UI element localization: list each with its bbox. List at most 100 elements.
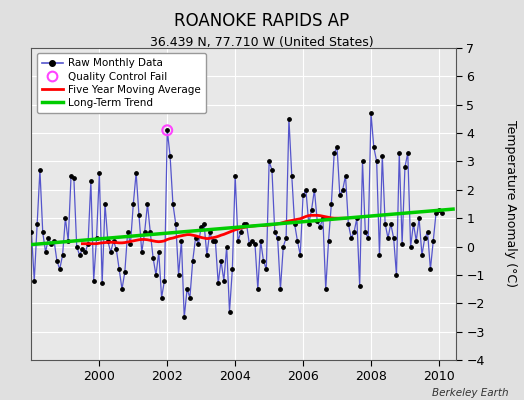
Point	[90, 277, 98, 284]
Point	[67, 172, 75, 179]
Point	[146, 229, 155, 236]
Point	[132, 170, 140, 176]
Point	[296, 252, 304, 258]
Point	[378, 152, 387, 159]
Point	[124, 229, 132, 236]
Point	[104, 238, 112, 244]
Point	[245, 240, 254, 247]
Point	[121, 269, 129, 275]
Point	[403, 150, 412, 156]
Point	[237, 229, 245, 236]
Point	[239, 221, 248, 227]
Point	[310, 187, 319, 193]
Point	[129, 201, 137, 207]
Point	[418, 252, 426, 258]
Point	[33, 221, 41, 227]
Point	[364, 235, 373, 241]
Point	[361, 229, 369, 236]
Point	[259, 258, 268, 264]
Point	[398, 240, 406, 247]
Point	[279, 243, 288, 250]
Point	[319, 215, 327, 221]
Y-axis label: Temperature Anomaly (°C): Temperature Anomaly (°C)	[504, 120, 517, 288]
Point	[375, 252, 384, 258]
Point	[423, 229, 432, 236]
Point	[401, 164, 409, 170]
Point	[112, 246, 121, 252]
Legend: Raw Monthly Data, Quality Control Fail, Five Year Moving Average, Long-Term Tren: Raw Monthly Data, Quality Control Fail, …	[37, 53, 206, 113]
Point	[39, 229, 47, 236]
Point	[81, 249, 90, 256]
Point	[387, 221, 395, 227]
Point	[429, 238, 438, 244]
Point	[426, 266, 434, 272]
Point	[171, 221, 180, 227]
Point	[341, 172, 350, 179]
Point	[395, 150, 403, 156]
Point	[185, 294, 194, 301]
Point	[30, 277, 38, 284]
Point	[135, 212, 143, 218]
Point	[72, 243, 81, 250]
Point	[64, 238, 72, 244]
Point	[373, 158, 381, 165]
Point	[409, 221, 418, 227]
Point	[415, 215, 423, 221]
Point	[70, 175, 78, 182]
Point	[205, 229, 214, 236]
Point	[438, 209, 446, 216]
Point	[353, 215, 361, 221]
Point	[324, 238, 333, 244]
Point	[95, 170, 104, 176]
Point	[197, 224, 205, 230]
Point	[407, 243, 415, 250]
Point	[200, 221, 208, 227]
Point	[180, 314, 189, 321]
Point	[177, 238, 185, 244]
Point	[290, 221, 299, 227]
Point	[143, 201, 151, 207]
Point	[163, 127, 171, 134]
Point	[214, 280, 222, 287]
Point	[183, 286, 191, 292]
Point	[47, 240, 56, 247]
Point	[288, 172, 296, 179]
Point	[242, 221, 250, 227]
Point	[248, 238, 256, 244]
Point	[327, 201, 335, 207]
Point	[50, 238, 58, 244]
Point	[53, 258, 61, 264]
Point	[339, 187, 347, 193]
Point	[347, 235, 355, 241]
Text: 36.439 N, 77.710 W (United States): 36.439 N, 77.710 W (United States)	[150, 36, 374, 49]
Point	[344, 221, 353, 227]
Point	[223, 243, 231, 250]
Point	[110, 238, 118, 244]
Point	[56, 266, 64, 272]
Point	[160, 277, 169, 284]
Point	[234, 238, 242, 244]
Point	[299, 192, 307, 199]
Point	[369, 144, 378, 150]
Point	[44, 235, 52, 241]
Point	[61, 215, 70, 221]
Point	[358, 158, 367, 165]
Point	[274, 235, 282, 241]
Point	[308, 206, 316, 213]
Point	[432, 209, 440, 216]
Point	[256, 238, 265, 244]
Point	[330, 150, 339, 156]
Point	[412, 238, 420, 244]
Point	[336, 192, 344, 199]
Point	[225, 308, 234, 315]
Point	[211, 238, 220, 244]
Point	[367, 110, 375, 116]
Point	[98, 280, 106, 287]
Point	[268, 167, 276, 173]
Point	[163, 127, 171, 134]
Point	[86, 178, 95, 184]
Point	[27, 229, 36, 236]
Point	[262, 266, 270, 272]
Point	[276, 286, 285, 292]
Point	[149, 255, 157, 261]
